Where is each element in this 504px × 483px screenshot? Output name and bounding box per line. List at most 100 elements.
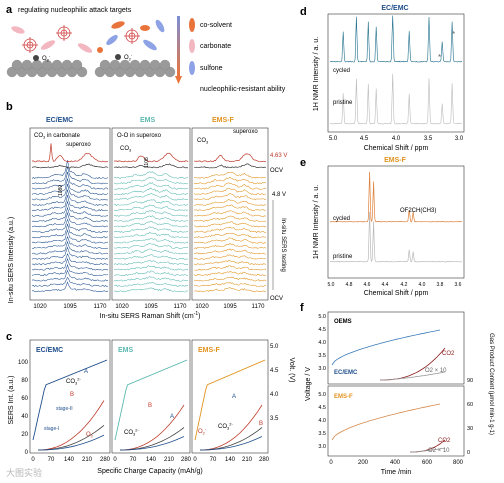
panel-c: c SERS Int. (a.u.) Volt. (V) EC/EMC EMS … <box>6 331 295 475</box>
c1-xtick-3: 210 <box>82 457 93 463</box>
f-yticks-bottom: 3.0 3.5 4.0 4.5 5.0 <box>318 392 326 450</box>
c-xticks: 0 70 140 210 280 0 70 140 210 280 0 70 1… <box>31 457 269 463</box>
o2-radical-right <box>115 54 121 60</box>
f-y2tick-3: 90 <box>467 378 473 384</box>
molecule-shapes <box>11 19 165 53</box>
sers-trace <box>193 210 267 217</box>
sers-trace <box>193 259 267 266</box>
sers-trace <box>113 187 189 196</box>
sers-trace <box>31 166 109 185</box>
c1-ann-b: B <box>70 392 74 398</box>
f-ytick-top-0: 3.0 <box>318 366 326 372</box>
intensity-series <box>120 436 185 451</box>
sers-trace <box>193 171 267 179</box>
d-star-1: * <box>452 30 455 39</box>
sers-trace <box>113 265 189 271</box>
resistance-arrow <box>177 16 180 76</box>
c-y2tick-3: 5.0 <box>270 344 279 350</box>
sers-trace <box>31 229 109 244</box>
c3-xtick-0: 0 <box>193 457 197 463</box>
panel-d-label: d <box>300 6 307 18</box>
f-ytick-bot-1: 3.5 <box>318 431 326 437</box>
panel-e-xlabel: Chemical Shift / ppm <box>364 290 429 297</box>
e-label-pristine: pristine <box>333 254 353 260</box>
c-ytick-2: 40 <box>21 414 28 420</box>
panel-e-label: e <box>300 157 306 169</box>
oems-curve <box>380 347 446 381</box>
b1-xtick-2: 1170 <box>94 304 108 310</box>
sers-trace <box>193 248 267 255</box>
sers-trace <box>114 281 189 287</box>
sers-trace <box>113 171 188 179</box>
b-label-463v: 4.63 V <box>270 153 287 159</box>
c-ytick-1: 20 <box>21 432 28 438</box>
f-y2tick-2: 60 <box>467 402 473 408</box>
b-label-ocv-top: OCV <box>270 168 283 174</box>
sers-trace <box>31 171 109 190</box>
panel-c-frame-1 <box>29 339 111 454</box>
sers-trace <box>113 204 189 212</box>
oems-curve <box>331 403 441 441</box>
legend-sulfone-label: sulfone <box>200 65 223 72</box>
sers-trace <box>193 226 267 234</box>
d-label-cycled: cycled <box>333 68 350 74</box>
sers-trace <box>31 263 109 277</box>
f-xtick-1: 200 <box>358 460 369 466</box>
o2-label-right: O2- <box>124 53 133 62</box>
panel-c-xlabel: Specific Charge Capacity (mAh/g) <box>97 468 202 475</box>
sers-trace <box>114 215 189 222</box>
sers-trace <box>31 281 109 293</box>
b1-peak-label: 1080 <box>58 185 64 196</box>
panel-f-frame-top <box>327 311 465 385</box>
voltage-curve <box>114 359 188 441</box>
f-ytick-top-3: 4.5 <box>318 327 326 333</box>
c-ytick-0: 0 <box>25 450 29 456</box>
b1-xtick-1: 1095 <box>63 304 77 310</box>
c3-xtick-4: 280 <box>259 457 270 463</box>
sers-trace <box>31 223 109 239</box>
sers-trace <box>193 276 267 282</box>
panel-c-label: c <box>6 331 12 343</box>
panel-c-ylabel: SERS Int. (a.u.) <box>8 375 15 424</box>
target-icon-1 <box>22 37 38 53</box>
panel-f: f OEMS EC/EMC CO2 O2 × 10 EMS-F CO2 O2 ×… <box>300 302 494 476</box>
sers-trace <box>194 265 267 271</box>
sers-trace <box>193 204 267 212</box>
b3-xtick-1: 1095 <box>223 304 237 310</box>
sers-trace <box>31 211 109 228</box>
o2-label-left: O2- <box>42 54 51 63</box>
sers-trace <box>113 199 189 206</box>
f-xtick-4: 800 <box>453 460 464 466</box>
c2-xtick-2: 140 <box>146 457 157 463</box>
sers-trace <box>31 246 109 260</box>
c3-ann-a: A <box>232 394 236 400</box>
f-xticks: 0 200 400 600 800 <box>329 460 463 466</box>
b3-ann-superoxo: superoxo <box>233 129 258 135</box>
panel-f-label: f <box>300 302 304 314</box>
f-xtick-2: 400 <box>390 460 401 466</box>
c2-xtick-0: 0 <box>113 457 117 463</box>
sers-trace <box>194 198 267 206</box>
intensity-series <box>119 404 185 451</box>
panel-a-legend: co-solvent carbonate sulfone <box>189 18 232 75</box>
sers-trace <box>31 218 109 233</box>
target-icon-2 <box>56 25 72 41</box>
c3-ann-b: B <box>259 421 263 427</box>
panel-b-xticks: 1020 1095 1170 1020 1095 1170 1020 1095 … <box>33 304 265 310</box>
panel-f-y2label: Gas Product Content (μmol min-1 g-1) <box>488 333 494 435</box>
panel-b-title-emsf: EMS-F <box>212 117 235 124</box>
f-title-emsf: EMS-F <box>334 394 353 400</box>
e-xtick-0: 5.0 <box>328 282 335 288</box>
oems-curve <box>380 371 446 381</box>
arrow-label: nucleophilic-resistant ability <box>200 86 286 93</box>
c-y2tick-1: 4.0 <box>270 392 279 398</box>
c2-xtick-1: 70 <box>130 457 137 463</box>
panel-b-frame-3 <box>191 127 269 301</box>
intensity-series <box>38 434 105 451</box>
sers-trace <box>31 257 109 271</box>
sers-trace <box>193 282 267 287</box>
o2-radical-left <box>33 55 39 61</box>
c2-title: EMS <box>118 347 134 354</box>
f-ytick-bot-3: 4.5 <box>318 405 326 411</box>
sers-trace <box>193 221 267 228</box>
